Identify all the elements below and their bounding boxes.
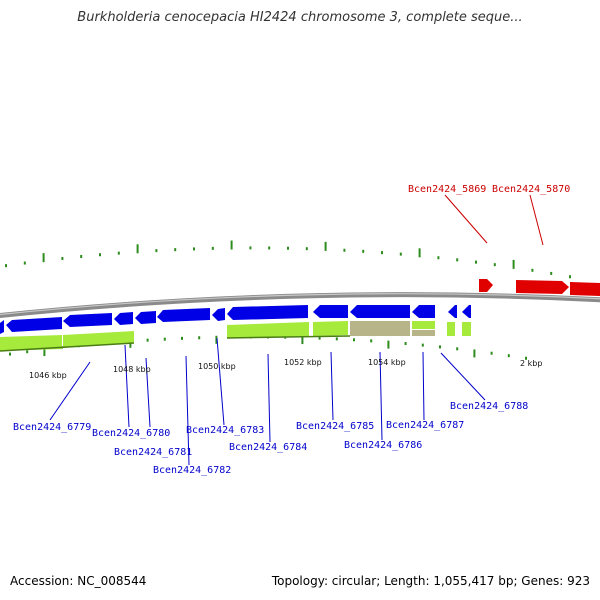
cds-bar[interactable] (0, 335, 62, 351)
gene-label-reverse[interactable]: Bcen2424_6787 (386, 420, 464, 431)
tick-labels: 1046 kbp 1048 kbp 1050 kbp 1052 kbp 1054… (29, 358, 542, 380)
map-title: Burkholderia cenocepacia HI2424 chromoso… (77, 10, 523, 25)
cds-bar-tan[interactable] (350, 321, 410, 336)
reverse-gene-arrow[interactable] (6, 317, 62, 332)
gene-label-reverse[interactable]: Bcen2424_6780 (92, 428, 170, 439)
forward-gene-arrow[interactable] (570, 282, 600, 296)
tick-label: 2 kbp (520, 359, 542, 368)
reverse-gene-arrow[interactable] (0, 320, 4, 334)
reverse-gene-arrow[interactable] (350, 305, 410, 318)
cds-bar[interactable] (313, 321, 348, 336)
reverse-gene-arrow[interactable] (412, 305, 435, 318)
gene-label-reverse[interactable]: Bcen2424_6788 (450, 401, 528, 412)
tick-label: 1048 kbp (113, 365, 151, 374)
reverse-genes-track (0, 305, 471, 334)
forward-genes-track (479, 279, 600, 296)
tick-label: 1046 kbp (29, 371, 67, 380)
gene-label-reverse[interactable]: Bcen2424_6782 (153, 465, 231, 476)
cds-bar[interactable] (462, 322, 471, 336)
accession-text: Accession: NC_008544 (10, 574, 147, 588)
cds-bar-tan[interactable] (412, 330, 435, 336)
gene-label-reverse[interactable]: Bcen2424_6781 (114, 447, 192, 458)
reverse-gene-arrow[interactable] (462, 305, 471, 318)
forward-gene-labels: Bcen2424_5869 Bcen2424_5870 (408, 184, 570, 195)
upper-scale-ticks (5, 240, 571, 279)
cds-underline (226, 335, 351, 339)
forward-gene-arrow[interactable] (516, 280, 569, 294)
reverse-leaders (49, 337, 486, 466)
cds-bar[interactable] (447, 322, 455, 336)
gene-label-reverse[interactable]: Bcen2424_6786 (344, 440, 422, 451)
gene-label-reverse[interactable]: Bcen2424_6783 (186, 425, 264, 436)
gene-label-forward[interactable]: Bcen2424_5870 (492, 184, 570, 195)
chromosome-backbone-highlight (0, 293, 600, 316)
tick-label: 1054 kbp (368, 358, 406, 367)
cds-underline (0, 342, 135, 352)
gene-label-forward[interactable]: Bcen2424_5869 (408, 184, 486, 195)
reverse-gene-arrow[interactable] (63, 313, 112, 327)
tick-label: 1050 kbp (198, 362, 236, 371)
reverse-gene-arrow[interactable] (135, 311, 156, 324)
reverse-gene-arrow[interactable] (227, 305, 308, 320)
reverse-gene-arrow[interactable] (313, 305, 348, 318)
cds-track (0, 321, 471, 352)
gene-label-reverse[interactable]: Bcen2424_6779 (13, 422, 91, 433)
reverse-gene-arrow[interactable] (157, 308, 210, 322)
cds-bar[interactable] (227, 322, 309, 338)
reverse-gene-arrow[interactable] (114, 312, 133, 325)
reverse-gene-labels: Bcen2424_6779 Bcen2424_6780 Bcen2424_678… (13, 401, 528, 476)
forward-leaders (444, 194, 544, 246)
gene-label-reverse[interactable]: Bcen2424_6784 (229, 442, 307, 453)
chromosome-backbone (0, 292, 600, 319)
genome-summary-text: Topology: circular; Length: 1,055,417 bp… (271, 574, 590, 588)
forward-gene-arrow[interactable] (479, 279, 493, 292)
gene-label-reverse[interactable]: Bcen2424_6785 (296, 421, 374, 432)
reverse-gene-arrow[interactable] (448, 305, 457, 318)
cds-bar[interactable] (412, 321, 435, 329)
reverse-gene-arrow[interactable] (212, 308, 225, 321)
tick-label: 1052 kbp (284, 358, 322, 367)
